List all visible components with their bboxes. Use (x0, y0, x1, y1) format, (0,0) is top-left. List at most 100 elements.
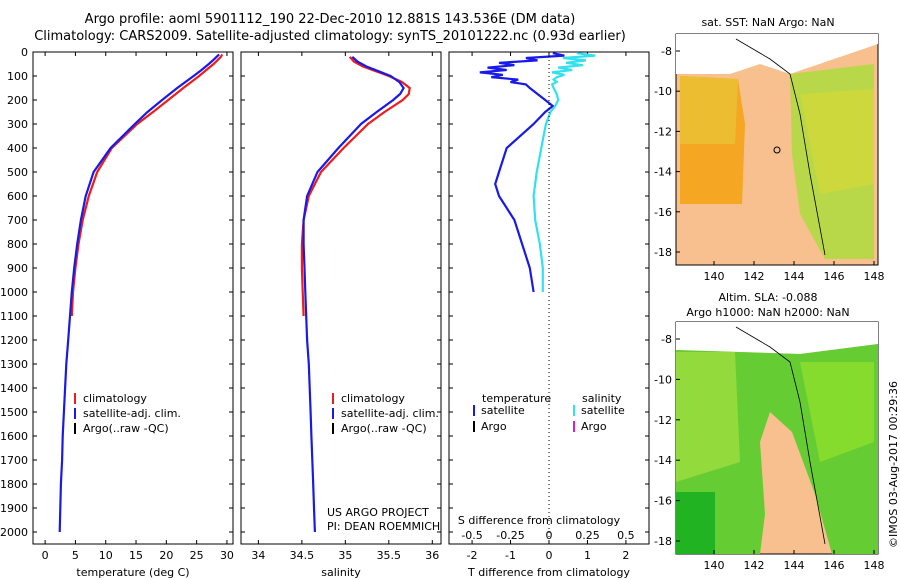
x-tick-label: 25 (190, 549, 204, 562)
legend-title-temperature: temperature (482, 392, 551, 405)
map-sla-title1: Altim. SLA: -0.088 (718, 291, 817, 304)
x-tick-label: 30 (220, 549, 234, 562)
series-line-temperature-0 (70, 53, 224, 317)
map-y-tick-label: -8 (661, 45, 672, 58)
map-x-tick-label: 146 (824, 559, 845, 572)
x-tick-label: 15 (129, 549, 143, 562)
y-tick-label: 1300 (0, 358, 28, 371)
x-tick-label: 20 (159, 549, 173, 562)
y-tick-label: 1500 (0, 406, 28, 419)
legend-title-salinity: salinity (582, 392, 622, 405)
map-x-tick-label: 148 (864, 559, 885, 572)
x-tick-label: 10 (99, 549, 113, 562)
s-diff-tick-label: 0.25 (575, 529, 600, 542)
map-y-tick-label: -12 (654, 125, 672, 138)
map-y-tick-label: -14 (654, 166, 672, 179)
figure-title-line1: Argo profile: aoml 5901112_190 22-Dec-20… (84, 12, 576, 27)
y-tick-label: 2000 (0, 526, 28, 539)
x-tick-label: 34.5 (290, 549, 315, 562)
map-contour (735, 326, 826, 545)
legend-label: Argo (481, 420, 507, 433)
map-sea-white (676, 322, 878, 354)
map-y-tick-label: -8 (661, 333, 672, 346)
x-axis-label-temperature: temperature (deg C) (76, 566, 189, 579)
x-tick-label: 5 (72, 549, 79, 562)
x-tick-label: 0 (42, 549, 49, 562)
y-tick-label: 1700 (0, 454, 28, 467)
s-diff-tick-label: -0.25 (496, 529, 524, 542)
imos-timestamp: ©IMOS 03-Aug-2017 00:29:36 (887, 381, 900, 548)
x-tick-label: 35 (338, 549, 352, 562)
s-diff-axis-label: S difference from climatology (458, 514, 621, 527)
map-contour (735, 38, 826, 256)
y-tick-label: 900 (7, 262, 28, 275)
x-tick-label: 0 (546, 549, 553, 562)
map-y-tick-label: -14 (654, 454, 672, 467)
legend-label: satellite (581, 404, 625, 417)
map-x-tick-label: 144 (784, 559, 805, 572)
annotation-pi: PI: DEAN ROEMMICH (327, 520, 440, 533)
map-y-tick-label: -16 (654, 495, 672, 508)
y-tick-label: 1400 (0, 382, 28, 395)
map-x-tick-label: 140 (704, 270, 725, 283)
s-diff-tick-label: 0.5 (617, 529, 635, 542)
s-diff-tick-label: 0 (546, 529, 553, 542)
y-tick-label: 300 (7, 118, 28, 131)
map-y-tick-label: -18 (654, 246, 672, 259)
x-axis-label-difference: T difference from climatology (467, 566, 630, 579)
y-tick-label: 1100 (0, 310, 28, 323)
y-tick-label: 400 (7, 142, 28, 155)
map-sla-patch-sw (676, 492, 715, 554)
panel-frame-salinity (240, 51, 442, 545)
x-axis-label-salinity: salinity (321, 566, 361, 579)
series-line-difference-1 (532, 52, 596, 292)
argo-position-marker (773, 146, 781, 154)
map-sst-title: sat. SST: NaN Argo: NaN (701, 16, 834, 29)
map-sst-patch-west-hi (680, 76, 738, 144)
map-sla-patch (800, 362, 874, 462)
map-y-tick-label: -10 (654, 373, 672, 386)
map-x-tick-label: 140 (704, 559, 725, 572)
x-tick-label: 36 (425, 549, 439, 562)
map-sst-patch-east-mid (800, 89, 874, 194)
map-x-tick-label: 142 (744, 270, 765, 283)
x-tick-label: 2 (622, 549, 629, 562)
y-tick-label: 700 (7, 214, 28, 227)
legend-label: satellite-adj. clim. (341, 407, 439, 420)
map-y-tick-label: -16 (654, 206, 672, 219)
x-tick-label: 35.5 (377, 549, 402, 562)
legend-label: Argo(..raw -QC) (341, 422, 427, 435)
map-sla-patch-gulf (676, 352, 740, 482)
y-tick-label: 200 (7, 94, 28, 107)
y-tick-label: 1800 (0, 478, 28, 491)
map-sla-title2: Argo h1000: NaN h2000: NaN (686, 306, 849, 319)
map-y-tick-label: -10 (654, 85, 672, 98)
legend-label: climatology (341, 392, 405, 405)
y-tick-label: 100 (7, 70, 28, 83)
y-tick-label: 0 (21, 46, 28, 59)
legend-label: satellite (481, 404, 525, 417)
map-sea-white (676, 34, 878, 74)
y-tick-label: 1900 (0, 502, 28, 515)
legend-label: Argo (581, 420, 607, 433)
legend-label: Argo(..raw -QC) (83, 422, 169, 435)
y-tick-label: 800 (7, 238, 28, 251)
x-tick-label: 34 (251, 549, 265, 562)
y-tick-label: 1200 (0, 334, 28, 347)
map-y-tick-label: -18 (654, 535, 672, 548)
map-y-tick-label: -12 (654, 414, 672, 427)
map-x-tick-label: 148 (864, 270, 885, 283)
map-x-tick-label: 142 (744, 559, 765, 572)
x-tick-label: -2 (467, 549, 478, 562)
panel-frame-temperature (32, 51, 234, 545)
series-line-temperature-1 (58, 53, 220, 533)
annotation-project: US ARGO PROJECT (327, 506, 429, 519)
map-x-tick-label: 144 (784, 270, 805, 283)
legend-label: climatology (83, 392, 147, 405)
x-tick-label: 1 (584, 549, 591, 562)
panel-frame-difference (448, 51, 650, 545)
figure-title-line2: Climatology: CARS2009. Satellite-adjuste… (34, 29, 626, 44)
y-tick-label: 1600 (0, 430, 28, 443)
y-tick-label: 1000 (0, 286, 28, 299)
